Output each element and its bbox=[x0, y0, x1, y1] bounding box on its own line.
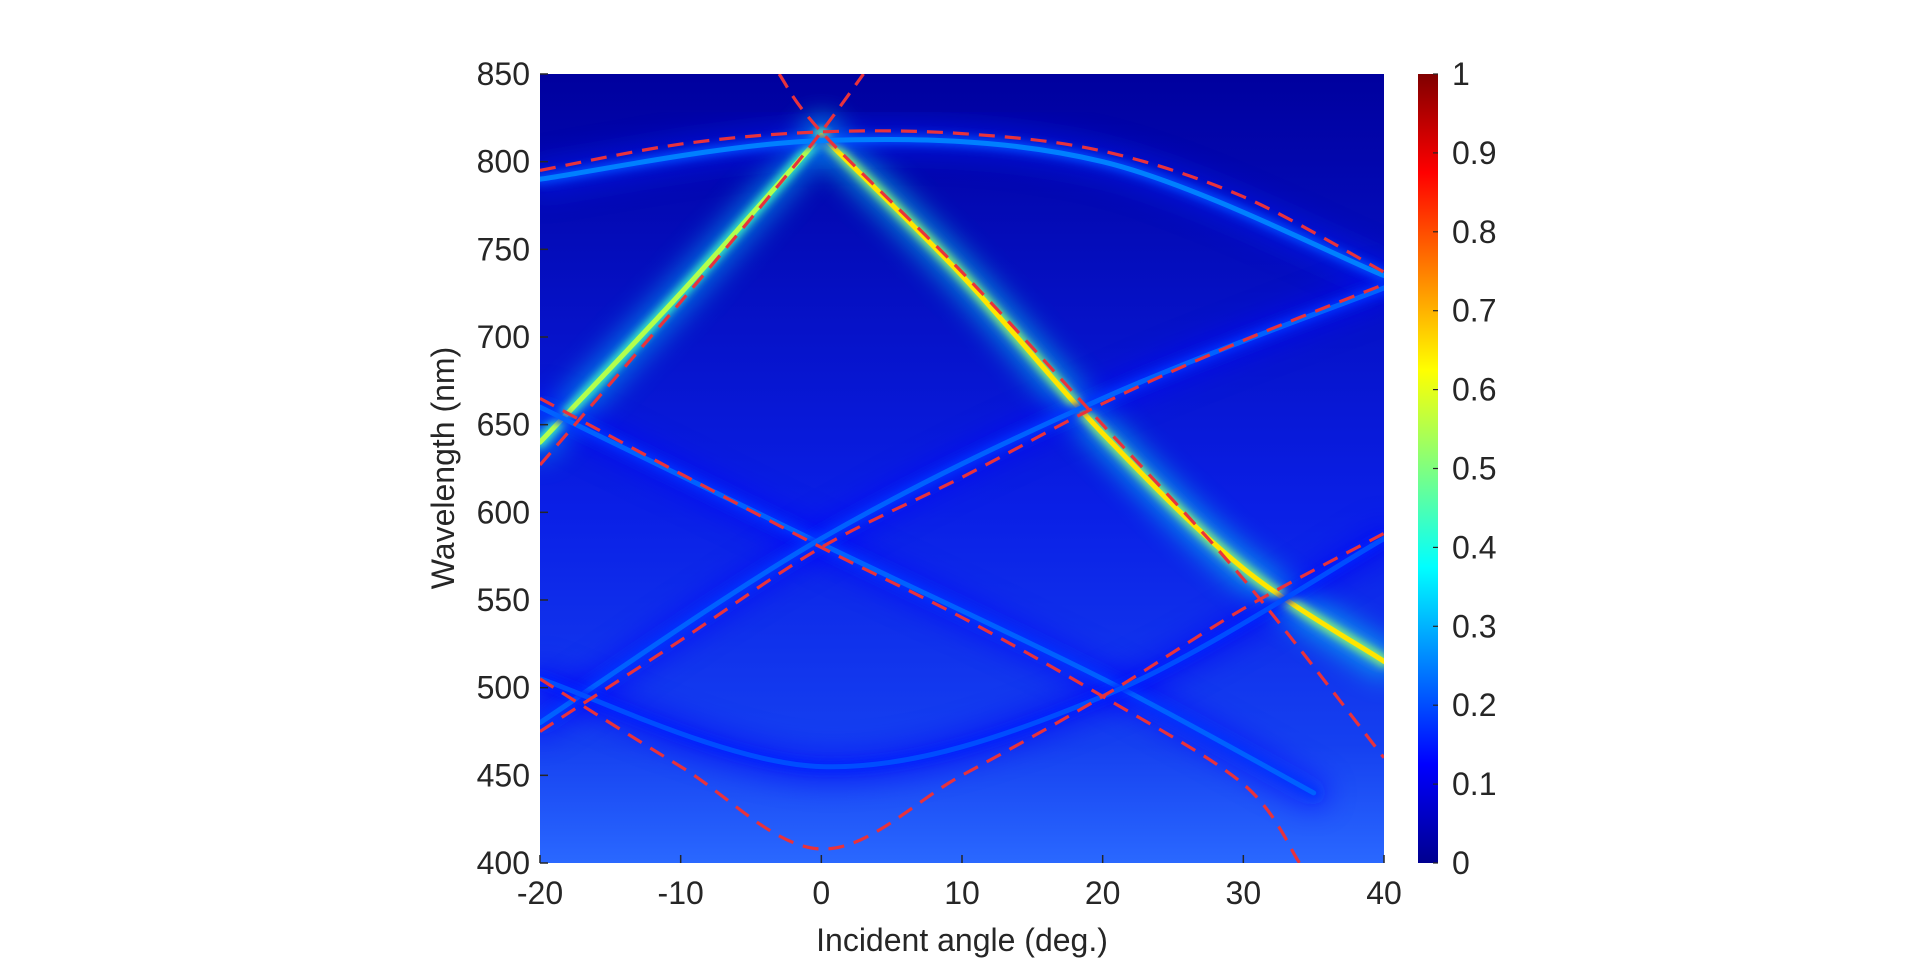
colorbar-ticks: 0 0.1 0.2 0.3 0.4 0.5 0.6 0.7 0.8 0.9 1 bbox=[1433, 56, 1496, 881]
x-tick-label: 30 bbox=[1226, 875, 1262, 911]
y-tick-label: 800 bbox=[477, 144, 530, 180]
colorbar bbox=[1418, 74, 1438, 863]
band-3 bbox=[540, 137, 1384, 279]
x-axis-label: Incident angle (deg.) bbox=[816, 922, 1108, 958]
band-6 bbox=[540, 536, 1384, 770]
x-tick-label: 20 bbox=[1085, 875, 1121, 911]
colorbar-tick-label: 0.7 bbox=[1452, 293, 1496, 329]
band-4 bbox=[540, 404, 1317, 796]
x-tick-label: 40 bbox=[1366, 875, 1402, 911]
y-axis-label: Wavelength (nm) bbox=[425, 347, 461, 589]
y-tick-label: 650 bbox=[477, 407, 530, 443]
colorbar-tick-label: 0.8 bbox=[1452, 214, 1496, 250]
dashed-curve-layer bbox=[540, 74, 1384, 863]
x-tick-label: 10 bbox=[944, 875, 980, 911]
colorbar-tick-label: 0.3 bbox=[1452, 608, 1496, 644]
y-tick-label: 700 bbox=[477, 319, 530, 355]
y-tick-label: 400 bbox=[477, 845, 530, 881]
y-tick-label: 850 bbox=[477, 56, 530, 92]
band-1 bbox=[540, 132, 824, 445]
y-tick-label: 550 bbox=[477, 582, 530, 618]
dashed-curve-6 bbox=[540, 531, 1384, 851]
x-tick-label: 0 bbox=[812, 875, 830, 911]
colorbar-tick-label: 0.6 bbox=[1452, 372, 1496, 408]
dashed-curve-5 bbox=[540, 282, 1384, 733]
y-tick-label: 500 bbox=[477, 670, 530, 706]
colorbar-tick-label: 0.9 bbox=[1452, 135, 1496, 171]
colorbar-tick-label: 0.4 bbox=[1452, 529, 1496, 565]
dashed-curve-4 bbox=[540, 396, 1301, 863]
dashed-curve-2 bbox=[540, 74, 865, 467]
colorbar-tick-label: 0.2 bbox=[1452, 687, 1496, 723]
x-tick-label: -10 bbox=[658, 875, 704, 911]
y-tick-label: 600 bbox=[477, 494, 530, 530]
colorbar-tick-label: 1 bbox=[1452, 56, 1470, 92]
dashed-curve-3 bbox=[777, 74, 1384, 759]
bright-band-layer bbox=[540, 129, 1384, 799]
colorbar-tick-label: 0 bbox=[1452, 845, 1470, 881]
x-tick-label: -20 bbox=[517, 875, 563, 911]
y-tick-label: 450 bbox=[477, 757, 530, 793]
x-axis-ticks: -20 -10 0 10 20 30 40 bbox=[517, 855, 1402, 911]
colorbar-tick-label: 0.1 bbox=[1452, 766, 1496, 802]
colorbar-tick-label: 0.5 bbox=[1452, 451, 1496, 487]
y-tick-label: 750 bbox=[477, 231, 530, 267]
y-axis-ticks: 400 450 500 550 600 650 700 750 800 850 bbox=[477, 56, 548, 881]
dashed-curve-1 bbox=[540, 129, 1384, 274]
